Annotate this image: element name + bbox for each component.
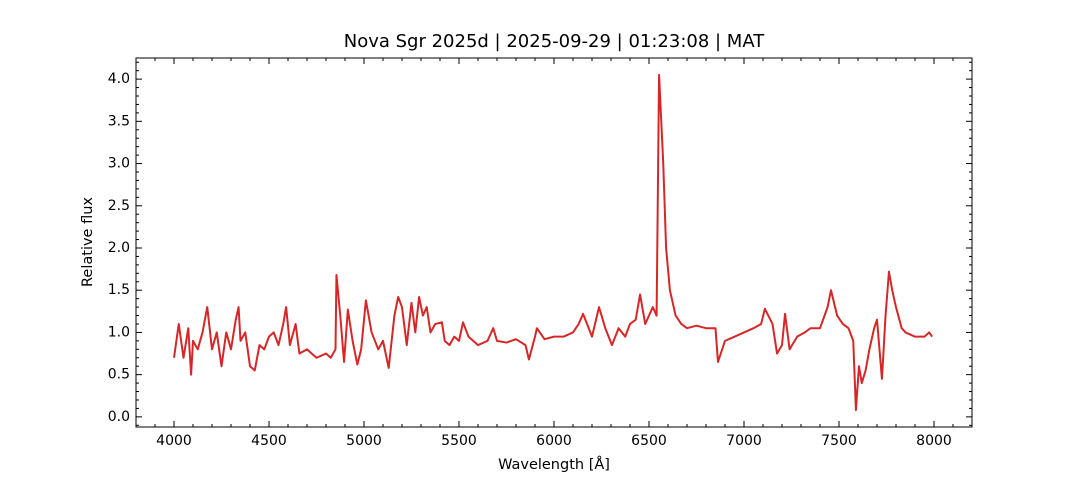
x-tick-label: 8000: [916, 433, 952, 449]
plot-frame: [135, 57, 973, 428]
x-tick-label: 4500: [251, 433, 287, 449]
y-axis-label: Relative flux: [80, 197, 96, 287]
y-tick-label: 3.5: [108, 113, 130, 129]
chart-title: Nova Sgr 2025d | 2025-09-29 | 01:23:08 |…: [344, 31, 766, 52]
x-tick-label: 6000: [536, 433, 572, 449]
y-tick-label: 4.0: [108, 71, 130, 87]
x-tick-label: 4000: [156, 433, 192, 449]
y-tick-label: 0.5: [108, 367, 130, 383]
y-tick-label: 2.5: [108, 198, 130, 214]
y-tick-label: 1.0: [108, 324, 130, 340]
x-tick-label: 5500: [441, 433, 477, 449]
y-tick-label: 0.0: [108, 409, 130, 425]
y-tick-label: 2.0: [108, 240, 130, 256]
x-tick-label: 6500: [631, 433, 667, 449]
spectrum-line: [173, 73, 933, 412]
x-axis-label: Wavelength [Å]: [498, 456, 610, 473]
y-tick-label: 1.5: [108, 282, 130, 298]
x-tick-label: 7000: [726, 433, 762, 449]
x-tick-label: 7500: [821, 433, 857, 449]
x-tick-label: 5000: [346, 433, 382, 449]
y-tick-label: 3.0: [108, 156, 130, 172]
